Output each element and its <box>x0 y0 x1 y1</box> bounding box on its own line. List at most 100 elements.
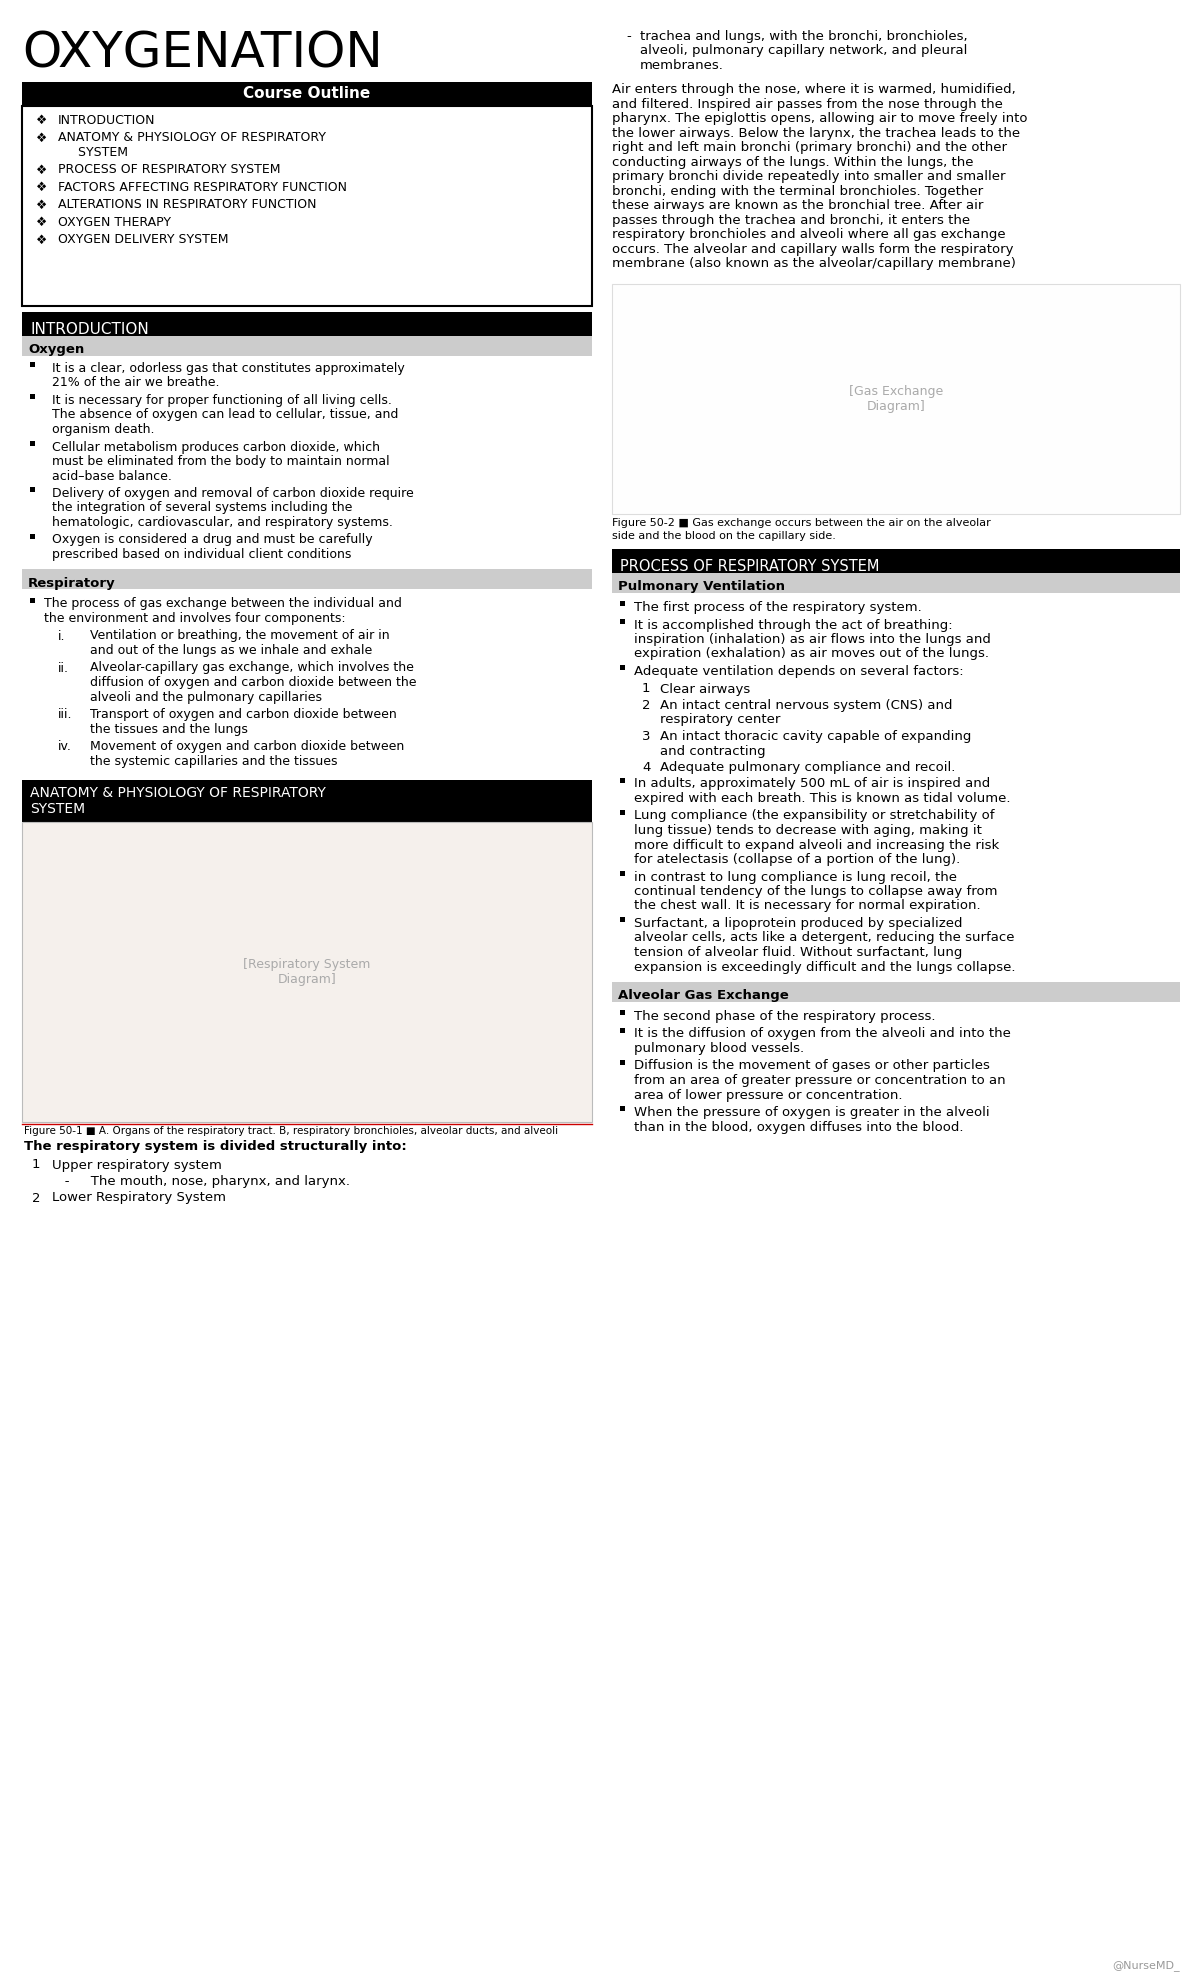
Bar <box>620 1028 625 1033</box>
Text: the environment and involves four components:: the environment and involves four compon… <box>44 613 346 624</box>
Text: than in the blood, oxygen diffuses into the blood.: than in the blood, oxygen diffuses into … <box>634 1120 964 1134</box>
Text: and filtered. Inspired air passes from the nose through the: and filtered. Inspired air passes from t… <box>612 99 1003 111</box>
Text: from an area of greater pressure or concentration to an: from an area of greater pressure or conc… <box>634 1075 1006 1087</box>
Text: 3: 3 <box>642 729 650 743</box>
Bar <box>620 601 625 607</box>
Text: Figure 50-1 ■ A. Organs of the respiratory tract. B, respiratory bronchioles, al: Figure 50-1 ■ A. Organs of the respirato… <box>24 1126 558 1136</box>
Text: An intact central nervous system (CNS) and: An intact central nervous system (CNS) a… <box>660 700 953 711</box>
Text: in contrast to lung compliance is lung recoil, the: in contrast to lung compliance is lung r… <box>634 871 958 883</box>
Text: PROCESS OF RESPIRATORY SYSTEM: PROCESS OF RESPIRATORY SYSTEM <box>58 164 281 176</box>
Text: Lower Respiratory System: Lower Respiratory System <box>52 1192 226 1205</box>
Text: OXYGEN THERAPY: OXYGEN THERAPY <box>58 215 172 229</box>
Text: ALTERATIONS IN RESPIRATORY FUNCTION: ALTERATIONS IN RESPIRATORY FUNCTION <box>58 198 317 211</box>
Bar <box>620 1107 625 1111</box>
Text: Lung compliance (the expansibility or stretchability of: Lung compliance (the expansibility or st… <box>634 810 995 822</box>
Text: diffusion of oxygen and carbon dioxide between the: diffusion of oxygen and carbon dioxide b… <box>90 676 416 690</box>
Text: ANATOMY & PHYSIOLOGY OF RESPIRATORY: ANATOMY & PHYSIOLOGY OF RESPIRATORY <box>58 132 326 144</box>
Text: these airways are known as the bronchial tree. After air: these airways are known as the bronchial… <box>612 200 983 213</box>
Text: In adults, approximately 500 mL of air is inspired and: In adults, approximately 500 mL of air i… <box>634 777 990 790</box>
Text: lung tissue) tends to decrease with aging, making it: lung tissue) tends to decrease with agin… <box>634 824 982 838</box>
Text: The respiratory system is divided structurally into:: The respiratory system is divided struct… <box>24 1140 407 1154</box>
Bar <box>30 488 35 492</box>
Text: ❖: ❖ <box>36 233 47 247</box>
Text: ❖: ❖ <box>36 198 47 211</box>
Text: iv.: iv. <box>58 739 72 753</box>
Text: INTRODUCTION: INTRODUCTION <box>58 115 156 126</box>
Text: When the pressure of oxygen is greater in the alveoli: When the pressure of oxygen is greater i… <box>634 1107 990 1118</box>
Text: Alveolar-capillary gas exchange, which involves the: Alveolar-capillary gas exchange, which i… <box>90 662 414 674</box>
Text: OXYGEN DELIVERY SYSTEM: OXYGEN DELIVERY SYSTEM <box>58 233 228 247</box>
Bar <box>612 982 1180 1002</box>
Text: Diffusion is the movement of gases or other particles: Diffusion is the movement of gases or ot… <box>634 1059 990 1073</box>
Text: the chest wall. It is necessary for normal expiration.: the chest wall. It is necessary for norm… <box>634 899 980 913</box>
Text: must be eliminated from the body to maintain normal: must be eliminated from the body to main… <box>52 454 390 468</box>
Text: OXYGENATION: OXYGENATION <box>22 30 383 77</box>
Text: inspiration (inhalation) as air flows into the lungs and: inspiration (inhalation) as air flows in… <box>634 632 991 646</box>
Text: SYSTEM: SYSTEM <box>58 146 128 158</box>
Text: Surfactant, a lipoprotein produced by specialized: Surfactant, a lipoprotein produced by sp… <box>634 917 962 931</box>
Text: membranes.: membranes. <box>640 59 724 71</box>
Text: Adequate pulmonary compliance and recoil.: Adequate pulmonary compliance and recoil… <box>660 761 955 775</box>
Text: acid–base balance.: acid–base balance. <box>52 470 172 482</box>
Text: INTRODUCTION: INTRODUCTION <box>30 322 149 336</box>
Text: [Gas Exchange
Diagram]: [Gas Exchange Diagram] <box>848 385 943 413</box>
Bar <box>22 822 592 1122</box>
Bar <box>22 81 592 107</box>
Text: Movement of oxygen and carbon dioxide between: Movement of oxygen and carbon dioxide be… <box>90 739 404 753</box>
Text: alveolar cells, acts like a detergent, reducing the surface: alveolar cells, acts like a detergent, r… <box>634 931 1014 945</box>
Bar <box>30 534 35 539</box>
Text: The absence of oxygen can lead to cellular, tissue, and: The absence of oxygen can lead to cellul… <box>52 409 398 421</box>
Bar <box>620 917 625 923</box>
Bar <box>620 618 625 624</box>
Text: 4: 4 <box>642 761 650 775</box>
Text: pulmonary blood vessels.: pulmonary blood vessels. <box>634 1041 804 1055</box>
Text: the integration of several systems including the: the integration of several systems inclu… <box>52 502 353 514</box>
Bar <box>22 107 592 306</box>
Text: area of lower pressure or concentration.: area of lower pressure or concentration. <box>634 1089 902 1101</box>
Text: 2: 2 <box>642 700 650 711</box>
Text: iii.: iii. <box>58 707 72 721</box>
Text: more difficult to expand alveoli and increasing the risk: more difficult to expand alveoli and inc… <box>634 838 1000 852</box>
Text: FACTORS AFFECTING RESPIRATORY FUNCTION: FACTORS AFFECTING RESPIRATORY FUNCTION <box>58 182 347 194</box>
Text: Adequate ventilation depends on several factors:: Adequate ventilation depends on several … <box>634 666 964 678</box>
Text: Figure 50-2 ■ Gas exchange occurs between the air on the alveolar: Figure 50-2 ■ Gas exchange occurs betwee… <box>612 518 991 528</box>
Text: trachea and lungs, with the bronchi, bronchioles,: trachea and lungs, with the bronchi, bro… <box>640 30 967 43</box>
Text: and contracting: and contracting <box>660 745 766 757</box>
Text: primary bronchi divide repeatedly into smaller and smaller: primary bronchi divide repeatedly into s… <box>612 170 1006 184</box>
Bar <box>22 781 592 822</box>
Text: conducting airways of the lungs. Within the lungs, the: conducting airways of the lungs. Within … <box>612 156 973 170</box>
Bar <box>30 441 35 447</box>
Text: prescribed based on individual client conditions: prescribed based on individual client co… <box>52 547 352 561</box>
Text: It is a clear, odorless gas that constitutes approximately: It is a clear, odorless gas that constit… <box>52 362 404 375</box>
Text: expansion is exceedingly difficult and the lungs collapse.: expansion is exceedingly difficult and t… <box>634 960 1015 974</box>
Text: 1: 1 <box>32 1158 41 1172</box>
Bar <box>620 871 625 875</box>
Text: The first process of the respiratory system.: The first process of the respiratory sys… <box>634 601 922 615</box>
Bar <box>22 336 592 356</box>
Text: ii.: ii. <box>58 662 70 674</box>
Text: and out of the lungs as we inhale and exhale: and out of the lungs as we inhale and ex… <box>90 644 372 656</box>
Text: continual tendency of the lungs to collapse away from: continual tendency of the lungs to colla… <box>634 885 997 897</box>
Text: [Respiratory System
Diagram]: [Respiratory System Diagram] <box>244 958 371 986</box>
Text: @NurseMD_: @NurseMD_ <box>1112 1960 1180 1970</box>
Text: Transport of oxygen and carbon dioxide between: Transport of oxygen and carbon dioxide b… <box>90 707 397 721</box>
Text: ❖: ❖ <box>36 182 47 194</box>
Text: Cellular metabolism produces carbon dioxide, which: Cellular metabolism produces carbon diox… <box>52 441 380 454</box>
Text: Pulmonary Ventilation: Pulmonary Ventilation <box>618 581 785 593</box>
Text: for atelectasis (collapse of a portion of the lung).: for atelectasis (collapse of a portion o… <box>634 854 960 865</box>
Text: side and the blood on the capillary side.: side and the blood on the capillary side… <box>612 532 836 541</box>
Bar <box>620 810 625 814</box>
Text: Respiratory: Respiratory <box>28 577 115 589</box>
Text: The process of gas exchange between the individual and: The process of gas exchange between the … <box>44 597 402 611</box>
Text: passes through the trachea and bronchi, it enters the: passes through the trachea and bronchi, … <box>612 213 970 227</box>
Text: alveoli, pulmonary capillary network, and pleural: alveoli, pulmonary capillary network, an… <box>640 45 967 57</box>
Text: -: - <box>626 30 631 43</box>
Bar <box>22 569 592 589</box>
Bar <box>620 666 625 670</box>
Text: occurs. The alveolar and capillary walls form the respiratory: occurs. The alveolar and capillary walls… <box>612 243 1014 257</box>
Text: the systemic capillaries and the tissues: the systemic capillaries and the tissues <box>90 755 337 767</box>
Text: ANATOMY & PHYSIOLOGY OF RESPIRATORY: ANATOMY & PHYSIOLOGY OF RESPIRATORY <box>30 786 326 800</box>
Text: ❖: ❖ <box>36 115 47 126</box>
Text: Clear airways: Clear airways <box>660 682 750 696</box>
Text: Upper respiratory system: Upper respiratory system <box>52 1158 222 1172</box>
